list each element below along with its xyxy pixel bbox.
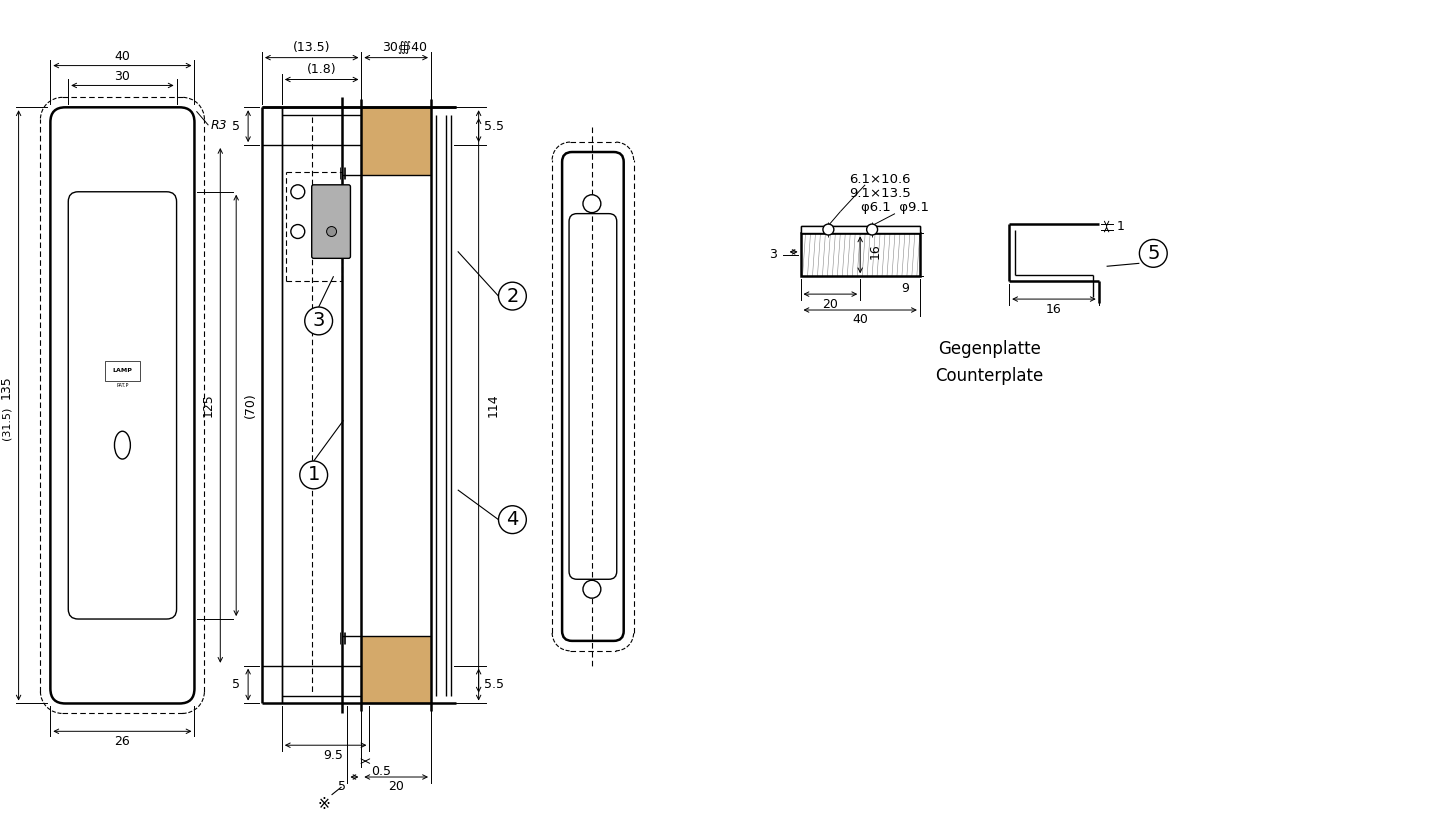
- Text: 0.5: 0.5: [371, 764, 392, 777]
- Bar: [801, 233, 920, 276]
- Text: 9: 9: [900, 281, 909, 294]
- Text: 4: 4: [506, 511, 519, 529]
- Circle shape: [290, 185, 305, 198]
- Text: 16: 16: [1046, 302, 1062, 315]
- Text: 40: 40: [114, 50, 130, 63]
- Text: (70): (70): [244, 393, 257, 418]
- FancyBboxPatch shape: [312, 185, 351, 259]
- Text: 5.5: 5.5: [484, 120, 503, 133]
- Text: 5: 5: [1147, 244, 1159, 263]
- Text: ※: ※: [318, 798, 329, 812]
- Text: 26: 26: [114, 735, 130, 748]
- Circle shape: [822, 224, 834, 235]
- Text: φ6.1  φ9.1: φ6.1 φ9.1: [861, 201, 929, 214]
- Text: 3: 3: [769, 248, 776, 261]
- Text: 5: 5: [233, 120, 240, 133]
- Circle shape: [867, 224, 877, 235]
- Bar: [361, 107, 431, 175]
- Circle shape: [499, 282, 526, 310]
- Text: 114: 114: [487, 393, 500, 417]
- Circle shape: [299, 461, 328, 489]
- Text: 1: 1: [308, 466, 319, 485]
- Circle shape: [582, 195, 601, 213]
- Circle shape: [499, 506, 526, 533]
- Text: 135: 135: [0, 376, 13, 399]
- Text: 3: 3: [312, 311, 325, 330]
- Text: (1.8): (1.8): [306, 63, 337, 76]
- Text: (13.5): (13.5): [293, 41, 331, 54]
- Text: (31.5): (31.5): [1, 406, 12, 440]
- Text: Gegenplatte: Gegenplatte: [938, 340, 1040, 358]
- Text: 6.1×10.6: 6.1×10.6: [850, 173, 910, 186]
- Text: PAT.P: PAT.P: [116, 383, 129, 388]
- Text: 20: 20: [822, 298, 838, 311]
- Text: 5.5: 5.5: [484, 678, 503, 691]
- Text: 9.5: 9.5: [324, 749, 344, 762]
- Text: 2: 2: [506, 287, 519, 306]
- Text: 5: 5: [233, 678, 240, 691]
- Circle shape: [1140, 240, 1168, 267]
- Circle shape: [290, 224, 305, 238]
- Bar: [801, 225, 920, 233]
- Circle shape: [327, 227, 337, 237]
- Text: 20: 20: [389, 780, 405, 793]
- Circle shape: [582, 580, 601, 598]
- Circle shape: [305, 307, 332, 335]
- Text: Counterplate: Counterplate: [935, 367, 1043, 385]
- Text: LAMP: LAMP: [113, 368, 133, 373]
- Text: 30∰40: 30∰40: [381, 41, 426, 54]
- Text: R3: R3: [211, 119, 227, 132]
- Bar: [801, 225, 920, 233]
- Text: 9.1×13.5: 9.1×13.5: [850, 187, 910, 200]
- Text: 5: 5: [338, 780, 345, 793]
- Text: 125: 125: [202, 393, 215, 417]
- Text: 16: 16: [868, 243, 881, 259]
- Bar: [361, 636, 431, 703]
- Text: 1: 1: [1117, 220, 1124, 233]
- Text: 40: 40: [853, 314, 868, 327]
- Text: 30: 30: [114, 70, 130, 83]
